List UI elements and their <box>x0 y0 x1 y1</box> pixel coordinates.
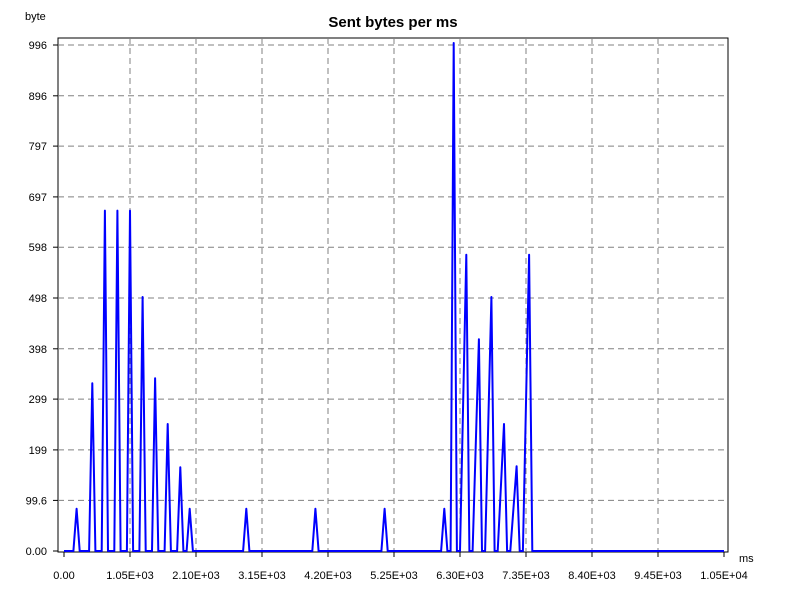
x-tick-label: 1.05E+04 <box>700 570 747 582</box>
x-tick-label: 2.10E+03 <box>172 570 219 582</box>
x-tick-label: 9.45E+03 <box>634 570 681 582</box>
y-tick-label: 896 <box>29 91 47 103</box>
series-layer <box>64 42 724 552</box>
plot-frame <box>57 37 729 553</box>
y-tick-label: 199 <box>29 445 47 457</box>
series-line <box>64 42 724 552</box>
x-tick-label: 7.35E+03 <box>502 570 549 582</box>
x-tick-label: 5.25E+03 <box>370 570 417 582</box>
x-tick-label: 1.05E+03 <box>106 570 153 582</box>
x-tick-label: 4.20E+03 <box>304 570 351 582</box>
y-tick-label: 398 <box>29 344 47 356</box>
y-tick-label: 996 <box>29 40 47 52</box>
y-tick-label: 797 <box>29 141 47 153</box>
axis-ticks <box>53 44 725 557</box>
y-tick-label: 498 <box>29 293 47 305</box>
y-tick-label: 598 <box>29 242 47 254</box>
x-axis-unit: ms <box>739 553 754 565</box>
x-tick-label: 6.30E+03 <box>436 570 483 582</box>
y-tick-label: 299 <box>29 394 47 406</box>
y-tick-label: 0.00 <box>26 546 47 558</box>
x-tick-label: 0.00 <box>53 570 74 582</box>
x-tick-label: 8.40E+03 <box>568 570 615 582</box>
y-tick-label: 697 <box>29 192 47 204</box>
chart-title: Sent bytes per ms <box>328 14 457 31</box>
x-tick-label: 3.15E+03 <box>238 570 285 582</box>
y-tick-label: 99.6 <box>26 495 47 507</box>
y-axis-unit: byte <box>25 11 46 23</box>
grid <box>58 38 728 552</box>
tick-labels: 0.00 1.05E+03 2.10E+03 3.15E+03 4.20E+03 5.25… <box>26 40 748 582</box>
